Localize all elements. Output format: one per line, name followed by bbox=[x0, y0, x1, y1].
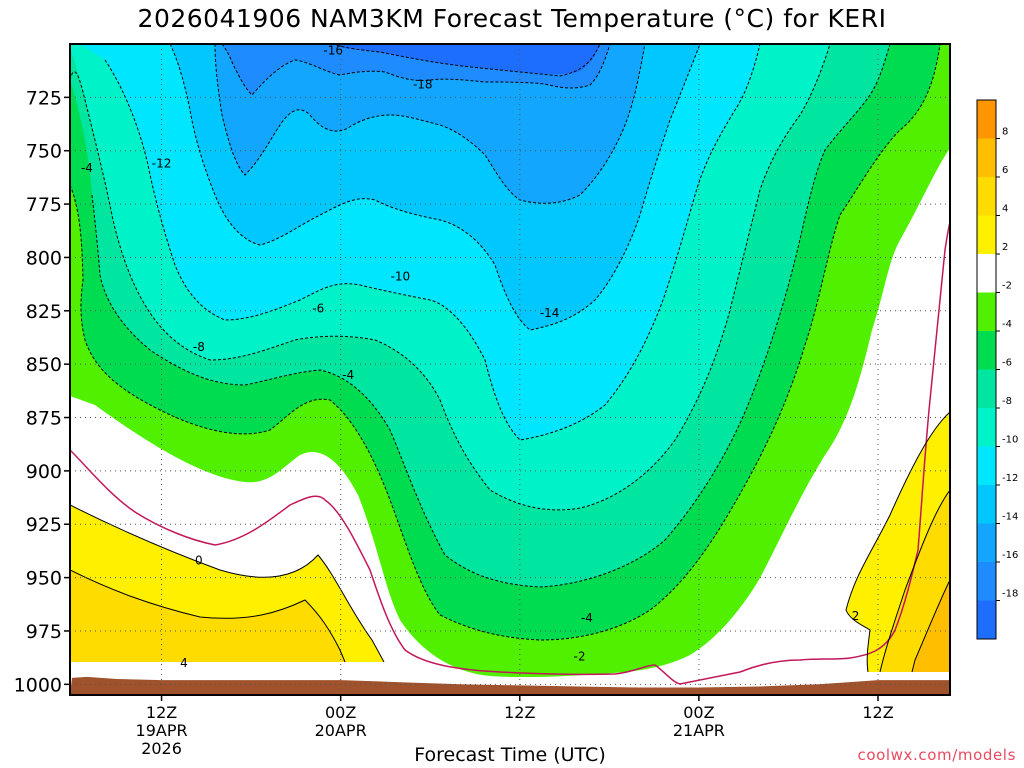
temp-fill-6-to-8-east bbox=[912, 580, 950, 672]
y-tick-label: 875 bbox=[26, 408, 62, 430]
colorbar-swatch bbox=[977, 600, 996, 640]
x-tick-label: 00Z bbox=[325, 703, 356, 722]
contour-label: 0 bbox=[195, 554, 203, 568]
contour-minus6-line bbox=[70, 44, 831, 511]
temp-fill-below-minus18 bbox=[332, 44, 600, 75]
y-axis: 725 750 775 800 825 850 875 900 925 950 975 1000 bbox=[14, 87, 70, 696]
temp-fill-4-to-6-west bbox=[70, 570, 345, 662]
contour-minus10-line bbox=[104, 44, 761, 441]
colorbar-swatch bbox=[977, 100, 996, 139]
y-tick-label: 950 bbox=[26, 568, 62, 590]
x-tick-label: 12Z bbox=[146, 703, 177, 722]
plot-frame bbox=[69, 43, 951, 696]
contour-4-line-east bbox=[879, 489, 950, 673]
colorbar-label: 8 bbox=[1002, 127, 1008, 138]
contour-4-line-west bbox=[70, 569, 346, 663]
chart-title: 2026041906 NAM3KM Forecast Temperature (… bbox=[137, 4, 887, 33]
colorbar-label: 2 bbox=[1002, 242, 1008, 253]
contour-label: -10 bbox=[391, 270, 411, 284]
colorbar-swatch bbox=[977, 292, 996, 332]
colorbar-swatch bbox=[977, 331, 996, 370]
y-tick-label: 775 bbox=[26, 194, 62, 216]
contour-label: -6 bbox=[312, 302, 324, 316]
colorbar-label: 6 bbox=[1002, 165, 1008, 176]
colorbar-swatch bbox=[977, 369, 996, 409]
colorbar-swatch bbox=[977, 446, 996, 486]
colorbar-label: -8 bbox=[1002, 396, 1012, 407]
colorbar-label: -10 bbox=[1002, 435, 1018, 446]
x-axis-title: Forecast Time (UTC) bbox=[414, 744, 606, 766]
y-tick-label: 900 bbox=[26, 461, 62, 483]
x-tick-label: 20APR bbox=[315, 721, 367, 740]
colorbar-swatch bbox=[977, 562, 996, 601]
contour-2-line-east bbox=[845, 411, 950, 673]
y-tick-label: 850 bbox=[26, 354, 62, 376]
colorbar-label: -14 bbox=[1002, 512, 1018, 523]
contour-minus14-line bbox=[214, 44, 646, 204]
colorbar-swatch bbox=[977, 485, 996, 524]
contour-6-line-east bbox=[911, 579, 950, 673]
contour-label: -4 bbox=[581, 611, 593, 625]
colorbar-label: 4 bbox=[1002, 204, 1008, 215]
x-tick-label: 19APR bbox=[136, 721, 188, 740]
x-tick-label: 12Z bbox=[504, 703, 535, 722]
contour-label: -2 bbox=[573, 650, 585, 664]
contour-label: -12 bbox=[152, 157, 172, 171]
contour-minus12-line bbox=[169, 44, 701, 331]
contour-label: -4 bbox=[81, 161, 93, 175]
y-tick-label: 925 bbox=[26, 514, 62, 536]
contour-minus4-line bbox=[70, 44, 941, 641]
y-tick-label: 725 bbox=[26, 87, 62, 109]
y-tick-label: 800 bbox=[26, 247, 62, 269]
colorbar-swatch bbox=[977, 254, 996, 293]
x-tick-label: 21APR bbox=[673, 721, 725, 740]
contour-label: 4 bbox=[180, 656, 188, 670]
contour-label: -16 bbox=[323, 43, 343, 57]
y-tick-label: 750 bbox=[26, 141, 62, 163]
colorbar-label: -16 bbox=[1002, 550, 1018, 561]
colorbar-legend: 8 6 4 2 -2 -4 -6 -8 -10 -12 -14 -16 -18 bbox=[976, 99, 1018, 640]
contour-label: -8 bbox=[193, 340, 205, 354]
x-tick-label: 2026 bbox=[141, 739, 182, 758]
colorbar-label: -18 bbox=[1002, 589, 1018, 600]
contour-label: -14 bbox=[540, 306, 560, 320]
contour-2-line-west bbox=[70, 504, 385, 663]
colorbar-swatch bbox=[977, 215, 996, 255]
colorbar-label: -12 bbox=[1002, 473, 1018, 484]
contour-label: -4 bbox=[342, 368, 354, 382]
contour-label: 2 bbox=[852, 609, 860, 623]
ground-surface bbox=[70, 676, 950, 695]
x-tick-label: 00Z bbox=[683, 703, 714, 722]
colorbar-label: -6 bbox=[1002, 358, 1012, 369]
colorbar-label: -4 bbox=[1002, 319, 1012, 330]
y-tick-label: 975 bbox=[26, 621, 62, 643]
contour-label: -18 bbox=[413, 78, 433, 92]
zero-degree-contour bbox=[70, 221, 950, 685]
colorbar-swatch bbox=[977, 177, 996, 216]
colorbar-swatch bbox=[977, 523, 996, 563]
source-credit: coolwx.com/models bbox=[857, 746, 1016, 764]
y-tick-label: 1000 bbox=[14, 674, 62, 696]
colorbar-swatch bbox=[977, 408, 996, 447]
y-tick-label: 825 bbox=[26, 301, 62, 323]
x-tick-label: 12Z bbox=[862, 703, 893, 722]
colorbar-label: -2 bbox=[1002, 281, 1012, 292]
colorbar-swatch bbox=[977, 138, 996, 178]
